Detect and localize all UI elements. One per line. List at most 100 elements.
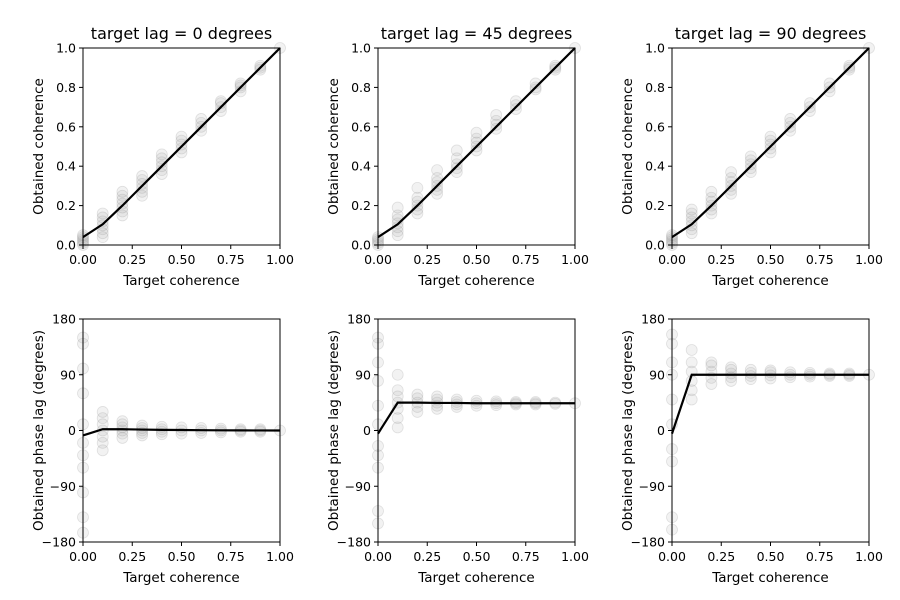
x-axis-label: Target coherence: [711, 273, 828, 289]
scatter-point: [784, 366, 797, 379]
y-tick-label: −90: [639, 479, 665, 494]
scatter-point: [843, 367, 856, 380]
scatter-point: [96, 406, 109, 418]
chart-title: target lag = 0 degrees: [91, 24, 272, 43]
scatter-point: [490, 118, 503, 131]
plot-area: [666, 328, 875, 536]
y-axis-label: Obtained coherence: [31, 78, 47, 215]
x-tick-label: 0.50: [757, 252, 785, 267]
scatter-point: [116, 201, 129, 214]
scatter-point: [823, 370, 836, 382]
scatter-point: [214, 105, 227, 117]
scatter-point: [195, 116, 208, 129]
y-tick-label: −90: [345, 479, 371, 494]
x-tick-label: 0.75: [217, 549, 245, 564]
scatter-point: [744, 162, 757, 175]
scatter-point: [744, 150, 757, 163]
scatter-point: [116, 427, 129, 440]
scatter-point: [725, 367, 737, 380]
scatter-point: [214, 95, 227, 108]
y-tick-label: 0.4: [351, 159, 371, 174]
scatter-point: [823, 85, 836, 98]
y-tick-label: 0.2: [56, 198, 76, 213]
y-tick-label: 180: [347, 312, 371, 327]
x-axis-label: Target coherence: [711, 570, 828, 586]
y-tick-label: 0.6: [645, 119, 665, 134]
y-tick-label: −180: [42, 535, 76, 550]
scatter-point: [784, 113, 797, 125]
scatter-point: [411, 195, 424, 208]
scatter-point: [804, 105, 816, 117]
scatter-point: [195, 124, 208, 137]
scatter-point: [450, 158, 463, 171]
scatter-point: [116, 189, 129, 202]
scatter-point: [705, 359, 718, 372]
scatter-point: [411, 191, 424, 204]
scatter-point: [450, 398, 463, 411]
scatter-point: [510, 95, 522, 108]
scatter-point: [116, 197, 129, 210]
y-tick-label: 0.4: [56, 159, 76, 174]
scatter-point: [744, 370, 757, 382]
scatter-point: [725, 183, 737, 196]
series-line: [671, 47, 870, 239]
scatter-point: [136, 189, 149, 202]
scatter-point: [510, 398, 522, 411]
scatter-point: [234, 77, 247, 90]
x-tick-label: 1.00: [266, 549, 294, 564]
y-tick-label: 0.2: [645, 198, 665, 213]
x-tick-label: 0.50: [168, 549, 196, 564]
scatter-point: [804, 97, 816, 110]
scatter-point: [391, 368, 404, 381]
scatter-point: [431, 176, 444, 188]
x-axis-label: Target coherence: [122, 273, 239, 289]
y-tick-label: 1.0: [351, 41, 371, 56]
scatter-point: [725, 187, 737, 200]
scatter-point: [411, 207, 424, 220]
y-tick-label: 0.4: [645, 159, 665, 174]
axes-frame: [671, 318, 870, 543]
scatter-point: [411, 401, 424, 413]
chart-panel-1: 0.00 0.25 0.50 0.75 1.00 0.0 0.2 0.4 0.6 0.8 1.0 Ta…: [31, 24, 294, 289]
scatter-point: [744, 363, 757, 376]
scatter-point: [549, 63, 562, 76]
scatter-point: [744, 158, 757, 171]
y-tick-label: −90: [50, 479, 76, 494]
plot-area: [372, 42, 581, 251]
y-tick-label: 180: [641, 312, 665, 327]
scatter-point: [764, 142, 777, 155]
scatter-point: [96, 215, 109, 228]
x-tick-label: 0.25: [118, 252, 146, 267]
x-tick-label: 0.25: [707, 252, 735, 267]
x-axis-label: Target coherence: [122, 570, 239, 586]
scatter-point: [391, 384, 404, 397]
scatter-point: [116, 424, 129, 437]
scatter-point: [136, 178, 149, 190]
scatter-point: [391, 229, 404, 242]
scatter-point: [96, 227, 109, 240]
scatter-point: [155, 428, 168, 441]
scatter-point: [175, 421, 188, 434]
scatter-point: [685, 215, 698, 228]
scatter-point: [431, 164, 444, 177]
scatter-point: [96, 436, 109, 449]
scatter-point: [705, 191, 718, 204]
y-tick-label: 0.0: [351, 238, 371, 253]
scatter-point: [155, 152, 168, 165]
scatter-point: [214, 97, 227, 110]
y-axis-label: Obtained phase lag (degrees): [31, 330, 47, 531]
y-tick-label: 90: [60, 367, 76, 382]
scatter-point: [254, 63, 267, 76]
scatter-point: [234, 79, 247, 92]
scatter-point: [411, 181, 424, 194]
scatter-point: [764, 138, 777, 151]
scatter-point: [705, 356, 718, 369]
scatter-point: [529, 77, 542, 90]
scatter-point: [685, 344, 698, 356]
y-tick-label: 180: [52, 312, 76, 327]
scatter-point: [725, 172, 737, 184]
scatter-point: [705, 195, 718, 208]
scatter-point: [431, 172, 444, 184]
scatter-point: [843, 370, 856, 382]
scatter-point: [510, 99, 522, 112]
